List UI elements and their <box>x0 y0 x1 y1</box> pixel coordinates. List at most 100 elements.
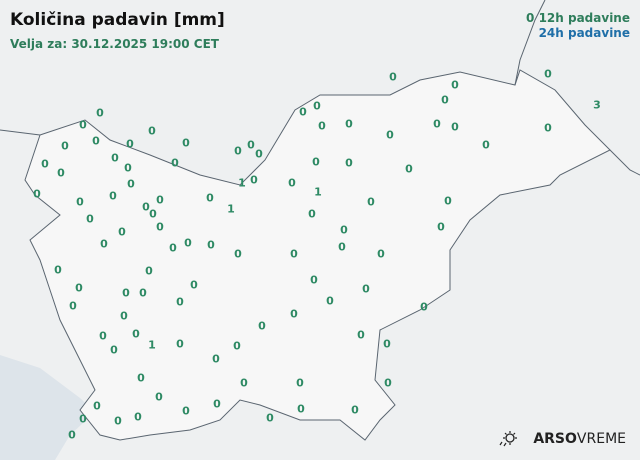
station-value: 0 <box>190 278 198 292</box>
station-value: 0 <box>544 121 552 135</box>
station-value: 0 <box>86 212 94 226</box>
station-value: 0 <box>57 166 65 180</box>
station-value: 0 <box>482 138 490 152</box>
station-value: 0 <box>137 371 145 385</box>
logo-text: ARSOVREME <box>533 431 626 447</box>
legend-12h-label: 12h padavine <box>538 11 630 25</box>
station-value: 0 <box>212 352 220 366</box>
station-value: 0 <box>340 223 348 237</box>
station-value: 0 <box>266 411 274 425</box>
station-value: 0 <box>362 282 370 296</box>
station-value: 0 <box>148 124 156 138</box>
station-value: 0 <box>240 376 248 390</box>
station-value: 0 <box>96 106 104 120</box>
station-value: 0 <box>313 99 321 113</box>
station-value: 0 <box>169 241 177 255</box>
station-value: 0 <box>213 397 221 411</box>
country-border <box>0 0 640 176</box>
sun-rain-icon <box>499 431 518 447</box>
station-value: 0 <box>118 225 126 239</box>
station-value: 0 <box>451 78 459 92</box>
station-value: 0 <box>120 309 128 323</box>
station-value: 0 <box>149 207 157 221</box>
station-value: 0 <box>111 151 119 165</box>
station-value: 0 <box>389 70 397 84</box>
station-value: 0 <box>233 339 241 353</box>
station-value: 0 <box>176 337 184 351</box>
station-value: 0 <box>384 376 392 390</box>
station-value: 0 <box>345 156 353 170</box>
station-value: 0 <box>290 247 298 261</box>
station-value: 0 <box>156 193 164 207</box>
slovenia-border <box>24 69 611 441</box>
station-value: 0 <box>124 161 132 175</box>
station-value: 0 <box>127 177 135 191</box>
station-value: 0 <box>122 286 130 300</box>
station-value: 0 <box>405 162 413 176</box>
station-value: 0 <box>377 247 385 261</box>
station-value: 0 <box>296 376 304 390</box>
station-value: 0 <box>61 139 69 153</box>
station-value: 0 <box>234 144 242 158</box>
station-value: 0 <box>299 105 307 119</box>
station-value: 0 <box>33 187 41 201</box>
station-value: 0 <box>441 93 449 107</box>
station-value: 0 <box>351 403 359 417</box>
station-value: 1 <box>314 185 322 199</box>
station-value: 0 <box>288 176 296 190</box>
station-value: 0 <box>132 327 140 341</box>
station-value: 0 <box>145 264 153 278</box>
station-value: 0 <box>310 273 318 287</box>
station-value: 0 <box>258 319 266 333</box>
legend-24h: 24h padavine <box>538 26 630 40</box>
station-value: 0 <box>79 412 87 426</box>
station-value: 0 <box>156 220 164 234</box>
station-value: 0 <box>357 328 365 342</box>
station-value: 0 <box>345 117 353 131</box>
station-value: 0 <box>100 237 108 251</box>
station-value: 0 <box>444 194 452 208</box>
station-value: 0 <box>155 390 163 404</box>
station-value: 0 <box>182 136 190 150</box>
station-value: 0 <box>76 195 84 209</box>
station-value: 0 <box>250 173 258 187</box>
logo-brand: ARSO <box>533 431 577 447</box>
station-value: 0 <box>93 399 101 413</box>
station-value: 0 <box>176 295 184 309</box>
station-value: 0 <box>182 404 190 418</box>
station-value: 0 <box>92 134 100 148</box>
map-title: Količina padavin [mm] <box>10 10 225 30</box>
station-value: 0 <box>312 155 320 169</box>
station-value: 0 <box>110 343 118 357</box>
station-value: 0 <box>114 414 122 428</box>
station-value: 0 <box>367 195 375 209</box>
station-value: 0 <box>234 247 242 261</box>
station-value: 0 <box>68 428 76 442</box>
station-value: 0 <box>255 147 263 161</box>
station-value: 0 <box>41 157 49 171</box>
station-value: 0 <box>437 220 445 234</box>
station-value: 0 <box>184 236 192 250</box>
station-value: 0 <box>109 189 117 203</box>
station-value: 0 <box>247 138 255 152</box>
station-value: 3 <box>593 98 601 112</box>
station-value: 0 <box>206 191 214 205</box>
station-value: 0 <box>75 281 83 295</box>
station-value: 0 <box>290 307 298 321</box>
station-value: 1 <box>148 338 156 352</box>
station-value: 0 <box>171 156 179 170</box>
station-value: 0 <box>433 117 441 131</box>
station-value: 0 <box>142 200 150 214</box>
station-value: 0 <box>69 299 77 313</box>
station-value: 0 <box>308 207 316 221</box>
station-value: 1 <box>227 202 235 216</box>
valid-time: Velja za: 30.12.2025 19:00 CET <box>10 37 219 51</box>
station-value: 0 <box>338 240 346 254</box>
station-value: 0 <box>386 128 394 142</box>
station-value: 0 <box>79 118 87 132</box>
station-value: 0 <box>383 337 391 351</box>
arso-logo: ARSOVREME <box>499 430 626 448</box>
station-value: 0 <box>139 286 147 300</box>
station-value: 0 <box>297 402 305 416</box>
